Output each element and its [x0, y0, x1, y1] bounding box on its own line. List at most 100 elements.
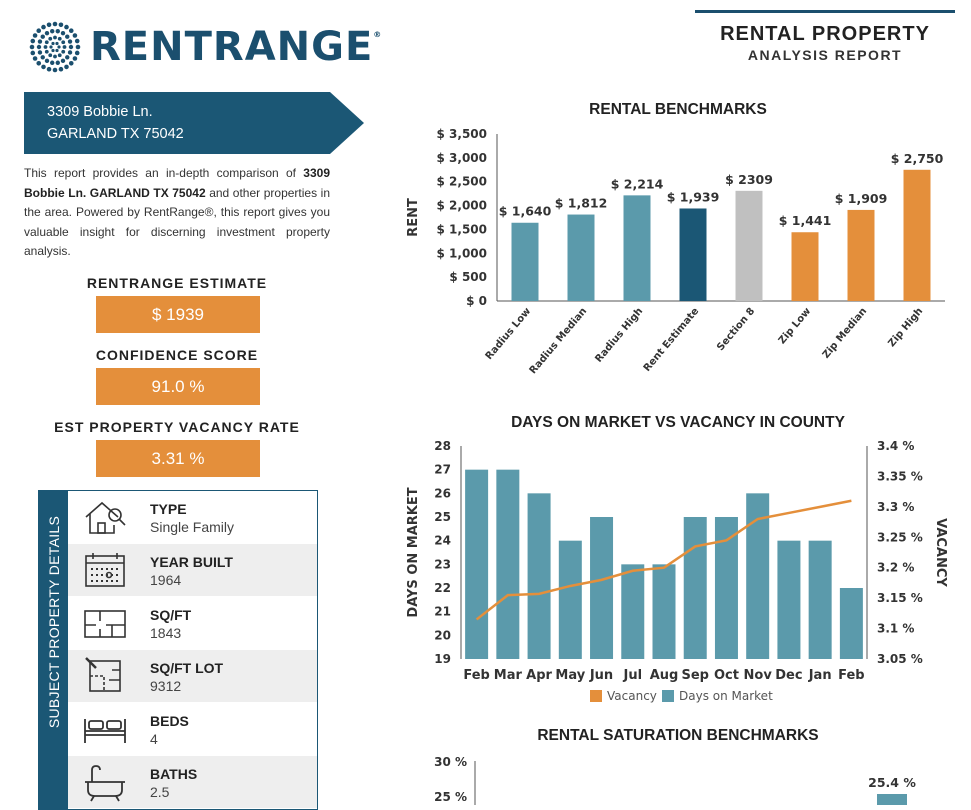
bar	[903, 169, 931, 301]
detail-label: SQ/FT	[150, 607, 192, 623]
y-tick-label: 22	[434, 581, 451, 595]
estimate-value: $ 1939	[96, 296, 260, 333]
x-tick-label: Zip Low	[777, 306, 814, 347]
y-tick-label: 24	[434, 534, 451, 548]
bar	[465, 469, 489, 659]
y2-tick-label: 3.4 %	[877, 439, 914, 453]
bar	[847, 209, 875, 301]
y-tick-label: 23	[434, 557, 451, 571]
property-details-panel: SUBJECT PROPERTY DETAILS TYPE Single Fam…	[38, 490, 318, 810]
y-tick-label: $ 3,000	[437, 151, 487, 165]
x-tick-label: Rent Estimate	[642, 306, 702, 374]
intro-text: This report provides an in-depth compari…	[24, 166, 330, 258]
detail-row-year-built: YEAR BUILT 1964	[68, 544, 317, 596]
x-tick-label: Apr	[526, 668, 552, 683]
bar	[791, 232, 819, 301]
bar	[683, 517, 707, 659]
address-line2: GARLAND TX 75042	[47, 126, 184, 142]
bar	[567, 214, 595, 301]
rental-benchmarks-chart: $ 0 $ 500 $ 1,000 $ 1,500 $ 2,000 $ 2,500 $ 3,…	[406, 127, 945, 376]
y2-tick-label: 3.35 %	[877, 469, 923, 483]
bar	[714, 517, 738, 659]
legend-swatch-vacancy	[590, 690, 602, 702]
data-label: $ 1,939	[667, 189, 720, 204]
bar	[679, 208, 707, 301]
rentrange-logo: RENTRANGE®	[26, 18, 382, 76]
y-tick-label: $ 2,000	[437, 199, 487, 213]
address-banner: 3309 Bobbie Ln. GARLAND TX 75042	[24, 92, 364, 154]
detail-row-sqft-lot: SQ/FT LOT 9312	[68, 650, 317, 702]
bar	[558, 540, 582, 659]
y-tick-label: 27	[434, 463, 451, 477]
address-line1: 3309 Bobbie Ln.	[47, 104, 153, 120]
y-tick-label: 25 %	[434, 790, 467, 804]
y-tick-label: 28	[434, 439, 451, 453]
dom-vacancy-chart: 19 20 21 22 23 24 25 26 27 28 3.05 % 3.1 % 3.15 % 3.2…	[406, 439, 948, 703]
y2-tick-label: 3.05 %	[877, 652, 923, 666]
calendar-icon	[85, 553, 125, 587]
bar	[839, 588, 863, 659]
x-tick-label: Oct	[714, 668, 739, 683]
x-tick-label: Radius High	[593, 306, 645, 365]
house-search-icon	[85, 501, 126, 534]
y-tick-label: $ 2,500	[437, 175, 487, 189]
bar	[527, 493, 551, 659]
legend-label: Days on Market	[679, 689, 773, 703]
rental-benchmarks-title: RENTAL BENCHMARKS	[589, 101, 767, 118]
detail-row-type: TYPE Single Family	[68, 491, 317, 543]
y-tick-label: 20	[434, 628, 451, 642]
detail-row-baths: BATHS 2.5	[68, 756, 317, 808]
x-tick-label: Zip High	[886, 306, 925, 349]
x-tick-label: Feb	[838, 668, 864, 683]
logo-mark-icon	[29, 21, 81, 73]
confidence-value: 91.0 %	[96, 368, 260, 405]
detail-value: Single Family	[150, 519, 235, 535]
y-tick-label: $ 3,500	[437, 127, 487, 141]
bar	[777, 540, 801, 659]
y2-tick-label: 3.3 %	[877, 500, 914, 514]
detail-row-beds: BEDS 4	[68, 703, 317, 755]
detail-label: SQ/FT LOT	[150, 660, 224, 676]
bar	[746, 493, 770, 659]
floorplan-icon	[84, 610, 126, 638]
y-tick-label: $ 500	[449, 270, 487, 284]
bar	[877, 794, 907, 805]
y-tick-label: 26	[434, 486, 451, 500]
details-side-bar: SUBJECT PROPERTY DETAILS	[39, 491, 68, 809]
details-side-title: SUBJECT PROPERTY DETAILS	[45, 515, 62, 729]
data-label: $ 1,812	[555, 196, 608, 211]
x-tick-label: Sep	[681, 668, 709, 683]
y-axis-title: RENT	[406, 198, 421, 237]
estimate-label: RENTRANGE ESTIMATE	[86, 275, 268, 291]
y2-axis-title: VACANCY	[933, 518, 948, 587]
data-label: $ 1,640	[499, 204, 552, 219]
y-tick-label: $ 1,500	[437, 222, 487, 236]
bar	[808, 540, 832, 659]
y-tick-label: $ 0	[466, 294, 487, 308]
vacancy-line	[475, 499, 852, 621]
bar	[590, 517, 614, 659]
x-tick-label: Radius Median	[528, 306, 590, 376]
bar	[511, 222, 539, 301]
x-tick-label: Mar	[494, 668, 523, 683]
bar	[621, 564, 645, 659]
x-tick-label: Jul	[622, 668, 642, 683]
rental-saturation-chart: 30 % 25 % 25.4 %	[434, 755, 916, 805]
detail-label: TYPE	[150, 501, 187, 517]
bar	[496, 469, 520, 659]
legend-label: Vacancy	[607, 689, 657, 703]
y2-tick-label: 3.2 %	[877, 561, 914, 575]
bathtub-icon	[85, 765, 125, 802]
data-label: $ 2,750	[891, 151, 944, 166]
y2-tick-label: 3.15 %	[877, 591, 923, 605]
detail-label: BATHS	[150, 766, 198, 782]
x-tick-label: Section 8	[715, 306, 757, 353]
x-tick-label: Zip Median	[821, 306, 870, 361]
rental-saturation-title: RENTAL SATURATION BENCHMARKS	[537, 727, 819, 744]
y-tick-label: 25	[434, 510, 451, 524]
y-tick-label: $ 1,000	[437, 246, 487, 260]
x-tick-label: Jan	[808, 668, 832, 683]
report-title-line2: ANALYSIS REPORT	[747, 47, 903, 63]
detail-row-sqft: SQ/FT 1843	[68, 597, 317, 649]
detail-value: 4	[150, 731, 158, 747]
